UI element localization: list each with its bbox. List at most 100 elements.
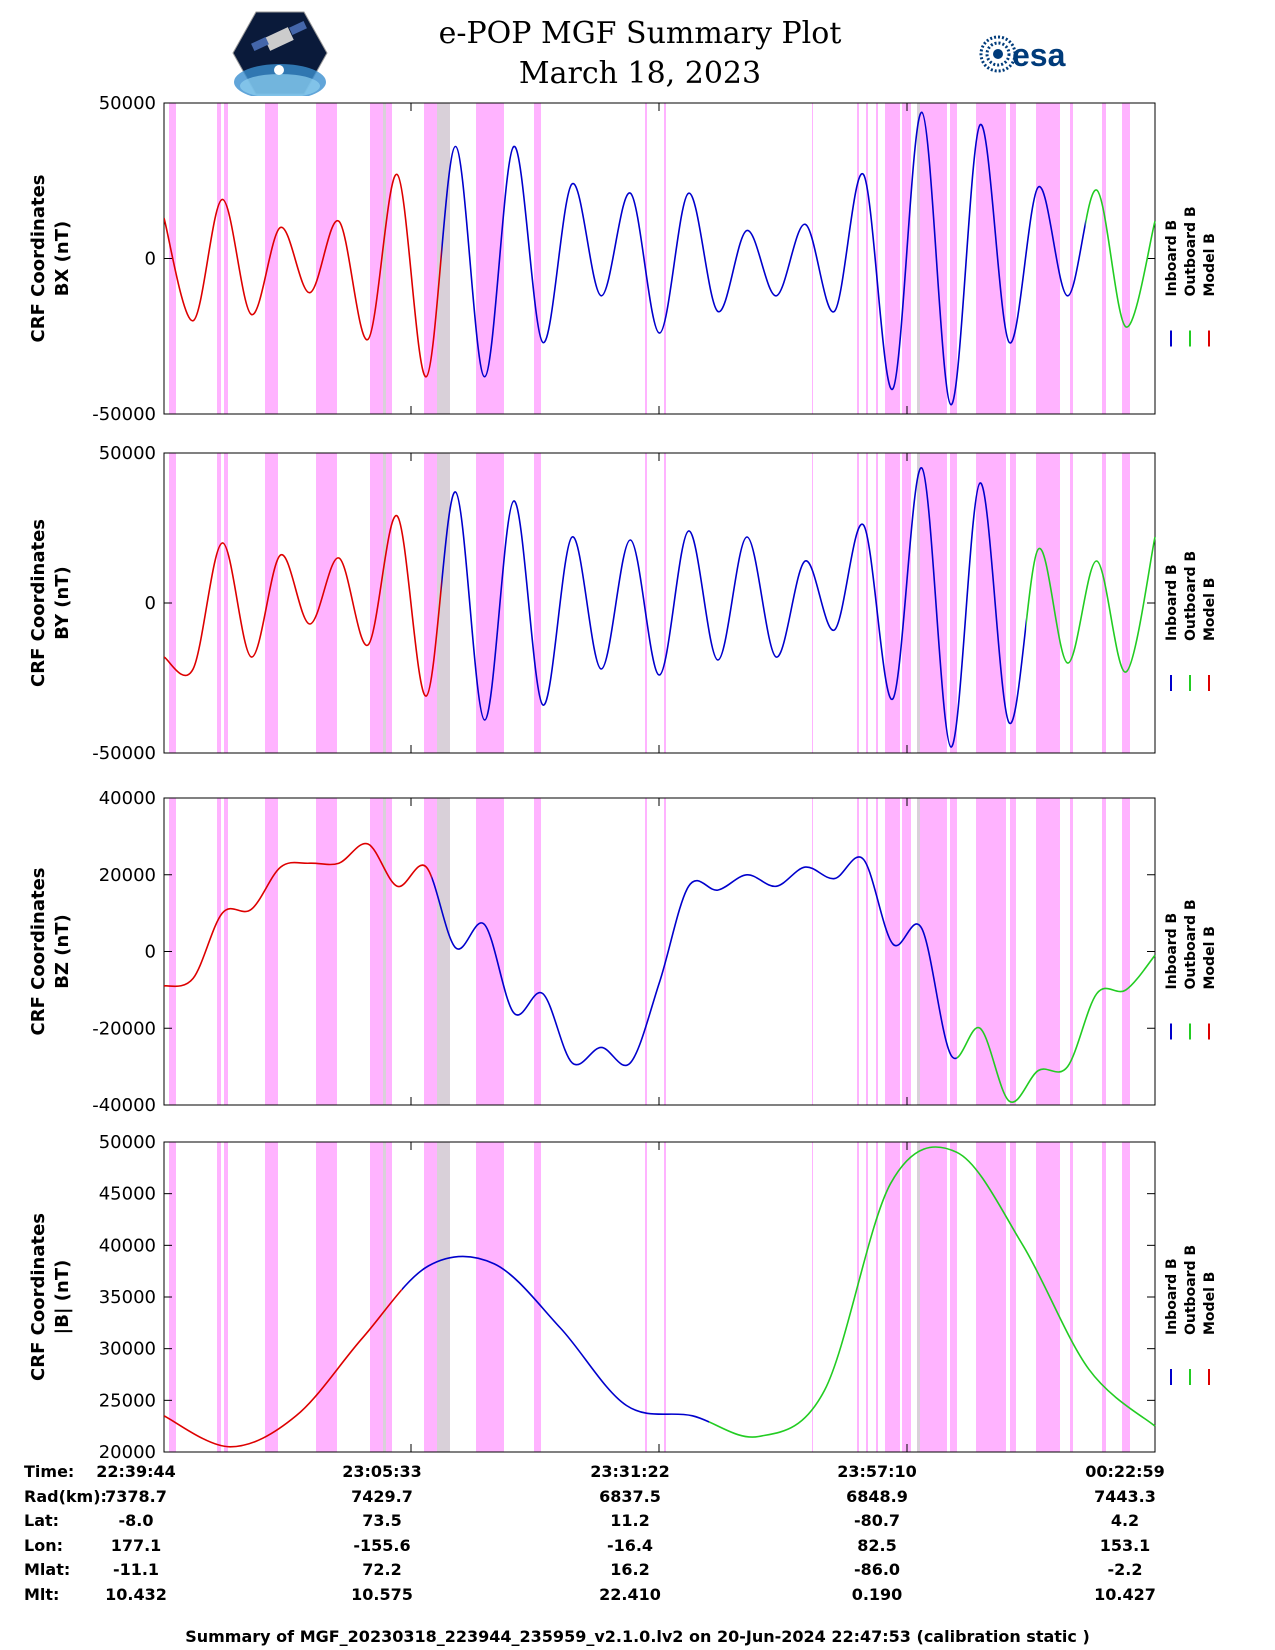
shaded-band: [1122, 1142, 1130, 1452]
info-cell: 23:05:33: [342, 1462, 422, 1481]
shaded-band: [1122, 103, 1130, 414]
y-tick-label: 45000: [99, 1184, 156, 1205]
title-text: e-POP MGF Summary Plot: [438, 16, 842, 51]
calibration-band: [437, 1142, 450, 1452]
info-row: Mlt: 10.432 10.575 22.410 0.190 10.427: [24, 1585, 1264, 1609]
info-cell: 23:57:10: [837, 1462, 917, 1481]
series-line-inboard: [431, 856, 957, 1067]
shaded-band: [885, 103, 900, 414]
shaded-band: [386, 1142, 392, 1452]
shaded-band: [224, 1142, 228, 1452]
shaded-band: [812, 453, 813, 753]
info-row: Lat: -8.0 73.5 11.2 -80.7 4.2: [24, 1511, 1264, 1535]
y-tick-label: 20000: [99, 865, 156, 886]
shaded-band: [424, 1142, 437, 1452]
shaded-band: [950, 103, 957, 414]
shaded-band: [664, 798, 666, 1105]
y-tick-label: -40000: [92, 1095, 156, 1116]
info-cell: -8.0: [118, 1511, 154, 1530]
series-line-model: [164, 515, 442, 697]
info-cell: 153.1: [1099, 1535, 1151, 1555]
shaded-band: [885, 1142, 900, 1452]
shaded-band: [812, 103, 813, 414]
info-cell: 16.2: [610, 1560, 650, 1579]
shaded-band: [976, 798, 1006, 1105]
shaded-band: [920, 1142, 947, 1452]
shaded-band: [920, 798, 947, 1105]
info-cell: 23:31:22: [590, 1462, 670, 1481]
info-cell: 0.190: [851, 1584, 903, 1604]
info-row-label: Rad(km):: [24, 1486, 107, 1506]
shaded-band: [316, 453, 337, 753]
calibration-band: [383, 798, 386, 1105]
title-date: March 18, 2023: [518, 56, 762, 91]
shaded-band: [976, 1142, 1006, 1452]
shaded-band: [217, 798, 221, 1105]
legend-entry: Model B: [1202, 926, 1218, 989]
shaded-band: [902, 798, 911, 1105]
calibration-band: [383, 453, 386, 753]
shaded-band: [920, 453, 947, 753]
info-cell: 00:22:59: [1085, 1462, 1165, 1481]
shaded-band: [217, 1142, 221, 1452]
legend-entry: Outboard B: [1183, 206, 1199, 296]
shaded-band: [1036, 453, 1060, 753]
footer-caption: Summary of MGF_20230318_223944_235959_v2…: [185, 1627, 1090, 1646]
shaded-band: [386, 798, 392, 1105]
y-tick-label: 0: [145, 249, 156, 270]
info-row-label: Lon:: [24, 1535, 63, 1555]
shaded-band: [534, 1142, 541, 1452]
legend-entry: Model B: [1202, 233, 1218, 296]
shaded-band: [645, 453, 647, 753]
series-line-model: [164, 173, 442, 378]
y-tick-label: 0: [145, 942, 156, 963]
panel-bmag: 50000 45000 40000 35000 30000 25000 20000 CRF C…: [28, 1132, 1218, 1463]
info-row: Lon: 177.1 -155.6 -16.4 82.5 153.1: [24, 1536, 1264, 1560]
series-line-outboard: [1085, 189, 1156, 328]
shaded-band: [316, 798, 337, 1105]
shaded-band: [1036, 798, 1060, 1105]
y-tick-label: 25000: [99, 1390, 156, 1411]
shaded-band: [664, 453, 666, 753]
shaded-band: [265, 453, 278, 753]
shaded-band: [1010, 798, 1016, 1105]
shaded-band: [534, 103, 541, 414]
series-line-inboard: [441, 111, 1086, 406]
shaded-band: [370, 798, 383, 1105]
info-row-label: Lat:: [24, 1511, 60, 1530]
cassiope-logo: [232, 11, 328, 96]
info-cell: -80.7: [853, 1511, 901, 1530]
shaded-band: [950, 453, 957, 753]
esa-wordmark: esa: [1012, 37, 1066, 73]
y-axis-label-line1: CRF Coordinates: [28, 175, 49, 343]
shaded-band: [885, 798, 900, 1105]
y-axis-label-line1: CRF Coordinates: [28, 868, 49, 1036]
shaded-band: [1102, 1142, 1106, 1452]
shaded-band: [424, 103, 437, 414]
calibration-band: [437, 103, 450, 414]
shaded-band: [976, 453, 1006, 753]
shaded-band: [1102, 453, 1106, 753]
panel-bz: 40000 20000 0 -20000 -40000 CRF Coordinates BZ…: [28, 788, 1218, 1116]
shaded-band: [476, 798, 504, 1105]
shaded-band: [370, 103, 383, 414]
shaded-band: [857, 103, 859, 414]
legend-entry: Inboard B: [1164, 1258, 1180, 1335]
shaded-band: [316, 1142, 337, 1452]
shaded-band: [812, 1142, 813, 1452]
shaded-band: [902, 1142, 911, 1452]
info-cell: 10.432: [105, 1584, 167, 1604]
y-tick-label: 50000: [99, 1132, 156, 1153]
shaded-band: [1070, 1142, 1073, 1452]
panel-frame: [163, 1141, 1156, 1453]
shaded-band: [217, 453, 221, 753]
shaded-band: [1102, 103, 1106, 414]
shaded-band: [316, 103, 337, 414]
y-axis-label-line2: BY (nT): [52, 566, 73, 640]
info-cell: 4.2: [1110, 1511, 1140, 1530]
shaded-band: [645, 798, 647, 1105]
shaded-band: [885, 453, 900, 753]
shaded-band: [1070, 798, 1073, 1105]
info-cell: -86.0: [853, 1560, 901, 1579]
panel-bx: 50000 0 -50000 CRF Coordinates BX (nT) Inboar…: [28, 93, 1218, 425]
